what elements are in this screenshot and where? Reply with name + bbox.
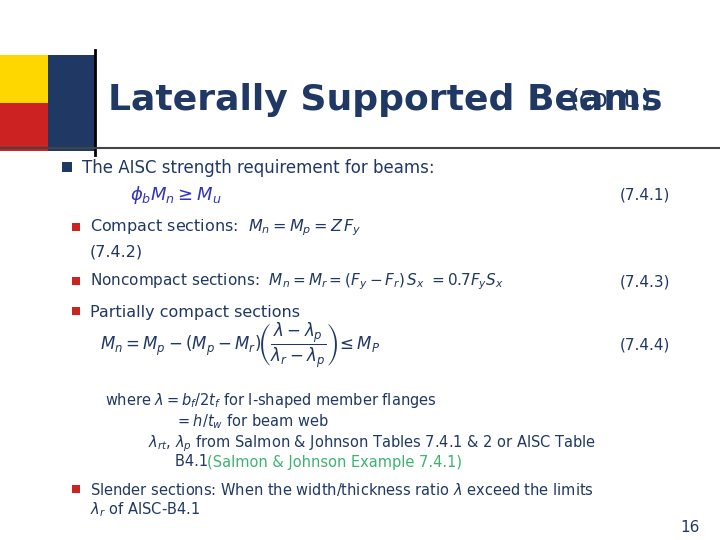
Text: Laterally Supported Beams: Laterally Supported Beams: [108, 83, 662, 117]
Bar: [0, 103, 48, 151]
Text: (7.4.4): (7.4.4): [620, 338, 670, 353]
Text: The AISC strength requirement for beams:: The AISC strength requirement for beams:: [82, 159, 435, 177]
Text: $\phi_b M_n \geq M_u$: $\phi_b M_n \geq M_u$: [130, 184, 222, 206]
Text: where $\lambda = b_f/2t_f$ for I-shaped member flanges: where $\lambda = b_f/2t_f$ for I-shaped …: [105, 390, 436, 409]
Text: $\lambda_r$ of AISC-B4.1: $\lambda_r$ of AISC-B4.1: [90, 501, 200, 519]
Text: Compact sections:  $M_n = M_p = Z\,F_y$: Compact sections: $M_n = M_p = Z\,F_y$: [90, 218, 361, 238]
Text: (Salmon & Johnson Example 7.4.1): (Salmon & Johnson Example 7.4.1): [207, 455, 462, 469]
Bar: [0, 55, 48, 103]
Text: Noncompact sections:  $M_n = M_r = (F_y - F_r)\,S_x\ =0.7F_y S_x$: Noncompact sections: $M_n = M_r = (F_y -…: [90, 272, 504, 292]
Text: B4.1: B4.1: [175, 455, 212, 469]
Text: (7.4.2): (7.4.2): [90, 245, 143, 260]
Bar: [72, 223, 80, 231]
Bar: [48, 55, 96, 151]
Bar: [72, 485, 80, 493]
Bar: [72, 277, 80, 285]
Text: $\lambda_{rt}$, $\lambda_p$ from Salmon & Johnson Tables 7.4.1 & 2 or AISC Table: $\lambda_{rt}$, $\lambda_p$ from Salmon …: [148, 434, 596, 454]
Bar: [62, 162, 72, 172]
Text: (cont.): (cont.): [570, 88, 652, 112]
Text: (7.4.1): (7.4.1): [620, 187, 670, 202]
Bar: [72, 307, 80, 315]
Text: (7.4.3): (7.4.3): [619, 274, 670, 289]
Text: $M_n = M_p - (M_p - M_r)\!\left(\dfrac{\lambda - \lambda_p}{\lambda_r - \lambda_: $M_n = M_p - (M_p - M_r)\!\left(\dfrac{\…: [100, 320, 380, 369]
Text: Partially compact sections: Partially compact sections: [90, 305, 300, 320]
Text: 16: 16: [680, 521, 700, 536]
Text: $= h/t_w$ for beam web: $= h/t_w$ for beam web: [175, 413, 329, 431]
Text: Slender sections: When the width/thickness ratio $\lambda$ exceed the limits: Slender sections: When the width/thickne…: [90, 482, 594, 498]
